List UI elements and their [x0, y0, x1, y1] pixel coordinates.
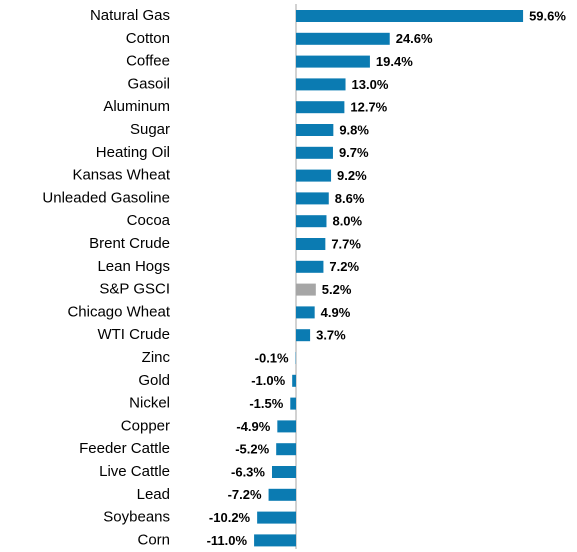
- category-label: Chicago Wheat: [67, 303, 170, 320]
- value-label: 59.6%: [529, 8, 566, 23]
- bar: [292, 374, 296, 387]
- bar: [296, 10, 524, 22]
- value-label: -5.2%: [235, 442, 269, 457]
- category-label: Cotton: [126, 30, 170, 47]
- category-label: Nickel: [129, 395, 170, 412]
- category-label: Corn: [137, 531, 170, 548]
- value-label: -4.9%: [236, 419, 270, 434]
- value-label: 12.7%: [350, 100, 387, 115]
- category-label: Aluminum: [103, 98, 170, 115]
- value-label: 13.0%: [352, 77, 389, 92]
- category-label: Kansas Wheat: [72, 167, 170, 184]
- category-label: S&P GSCI: [99, 281, 170, 298]
- bar: [296, 124, 334, 136]
- value-label: -0.1%: [255, 350, 289, 365]
- value-label: 19.4%: [376, 54, 413, 69]
- bar: [290, 397, 296, 410]
- value-label: -1.5%: [249, 396, 283, 411]
- bar: [277, 420, 296, 433]
- category-label: Feeder Cattle: [79, 440, 170, 457]
- bar: [296, 283, 316, 296]
- bar: [257, 511, 296, 524]
- category-label: Cocoa: [127, 212, 171, 229]
- value-label: -10.2%: [209, 510, 251, 525]
- value-label: 24.6%: [396, 31, 433, 46]
- bar: [296, 238, 326, 250]
- category-label: Unleaded Gasoline: [42, 189, 170, 206]
- bar: [296, 192, 329, 205]
- category-label: Live Cattle: [99, 463, 170, 480]
- value-label: 8.6%: [335, 191, 365, 206]
- value-label: 9.7%: [339, 145, 369, 160]
- category-label: Copper: [121, 417, 170, 434]
- value-label: 5.2%: [322, 282, 352, 297]
- bar: [276, 443, 296, 456]
- category-label: Soybeans: [103, 509, 170, 526]
- value-label: 7.7%: [331, 236, 361, 251]
- bar: [296, 78, 346, 91]
- category-label: Brent Crude: [89, 235, 170, 252]
- category-label: Gold: [138, 372, 170, 389]
- bar: [296, 306, 315, 319]
- category-label: Natural Gas: [90, 7, 170, 24]
- bar: [296, 101, 345, 114]
- bar: [296, 329, 311, 342]
- category-label: Coffee: [126, 53, 170, 70]
- category-label: Lead: [137, 486, 170, 503]
- value-label: 4.9%: [321, 305, 351, 320]
- bar: [296, 146, 333, 159]
- bar: [296, 169, 332, 182]
- value-label: 3.7%: [316, 328, 346, 343]
- bar: [268, 488, 296, 501]
- category-label: Sugar: [130, 121, 170, 138]
- value-label: 9.2%: [337, 168, 367, 183]
- bar: [271, 466, 296, 478]
- value-label: 7.2%: [329, 259, 359, 274]
- bar: [296, 32, 390, 45]
- bar: [296, 215, 327, 228]
- bar: [254, 534, 296, 547]
- category-label: Gasoil: [127, 75, 170, 92]
- value-label: -11.0%: [207, 533, 248, 548]
- category-label: Zinc: [142, 349, 171, 366]
- bar: [296, 260, 324, 273]
- category-label: Heating Oil: [96, 144, 170, 161]
- category-label: WTI Crude: [97, 326, 170, 343]
- value-label: -6.3%: [231, 464, 265, 479]
- value-label: 8.0%: [332, 214, 362, 229]
- value-label: -1.0%: [251, 373, 285, 388]
- value-label: -7.2%: [228, 487, 262, 502]
- value-label: 9.8%: [339, 122, 369, 137]
- bar: [296, 55, 370, 68]
- category-label: Lean Hogs: [97, 258, 170, 275]
